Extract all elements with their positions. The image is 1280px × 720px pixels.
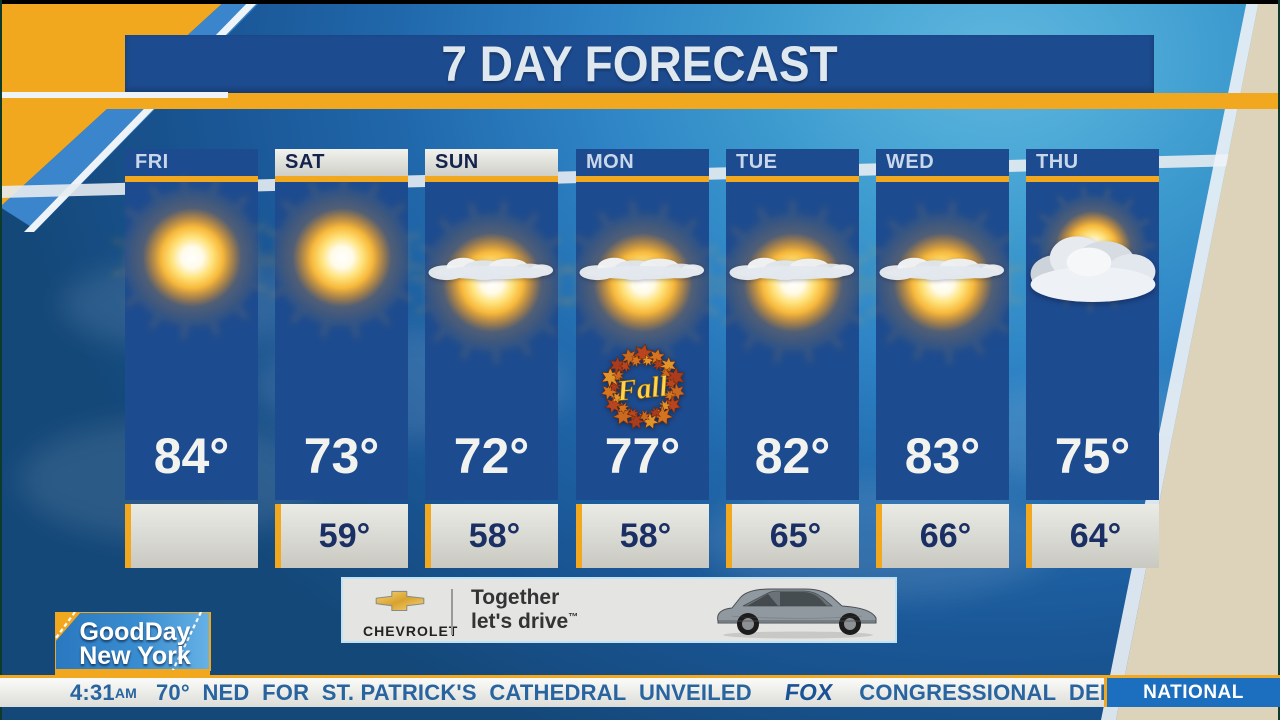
svg-text:Fall: Fall <box>614 371 670 408</box>
svg-text:New York: New York <box>79 642 191 670</box>
